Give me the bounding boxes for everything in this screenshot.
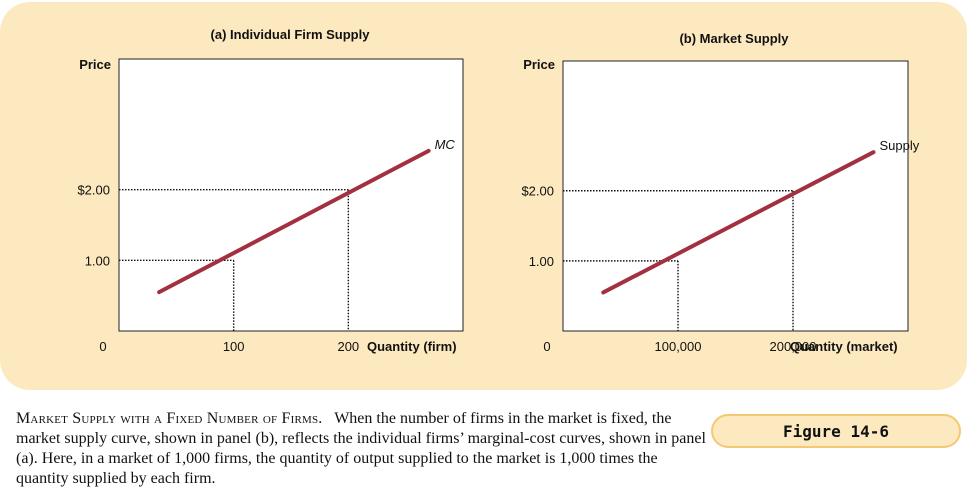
panel-b-series-line-0 — [601, 150, 876, 295]
panel-a-x-axis-label: Quantity (firm) — [367, 339, 457, 354]
panel-a-x-tick-label-0: 100 — [223, 339, 245, 354]
panel-a-y-tick-label-1: $2.00 — [77, 183, 110, 198]
panel-b-chart-title: (b) Market Supply — [679, 31, 789, 46]
panel-a-x-tick-label-1: 200 — [337, 339, 359, 354]
panel-b-y-tick-label-1: $2.00 — [521, 184, 554, 199]
panel-a-plot-area — [118, 58, 464, 332]
panel-a-y-tick-label-0: 1.00 — [85, 253, 110, 268]
panel-b-origin-label: 0 — [543, 339, 550, 354]
panel-b-x-tick-label-0: 100,000 — [655, 339, 702, 354]
panel-a-y-axis-label: Price — [79, 57, 111, 72]
supply-charts: (a) Individual Firm Supply Price Quantity … — [77, 27, 920, 354]
figure-label: Figure 14-6 — [783, 421, 889, 441]
panel-b-x-tick-label-1: 200,000 — [770, 339, 817, 354]
panel-b-x-axis-label: Quantity (market) — [790, 339, 898, 354]
panel-b-y-axis-label: Price — [523, 57, 555, 72]
panel-a-chart-title: (a) Individual Firm Supply — [211, 27, 371, 42]
panel-b-y-tick-label-0: 1.00 — [529, 254, 554, 269]
figure-caption: Market Supply with a Fixed Number of Fir… — [16, 409, 706, 489]
panel-a-series-line-0 — [157, 148, 431, 295]
panel-a-series-label-0: MC — [435, 137, 456, 152]
caption-heading: Market Supply with a Fixed Number of Fir… — [16, 410, 323, 427]
panel-b-plot-area — [562, 60, 909, 332]
panel-b-series-label-0: Supply — [880, 138, 920, 153]
panel-a-origin-label: 0 — [99, 339, 106, 354]
caption-body: When the number of firms in the market i… — [16, 410, 706, 487]
figure-label-badge: Figure 14-6 — [711, 414, 961, 448]
